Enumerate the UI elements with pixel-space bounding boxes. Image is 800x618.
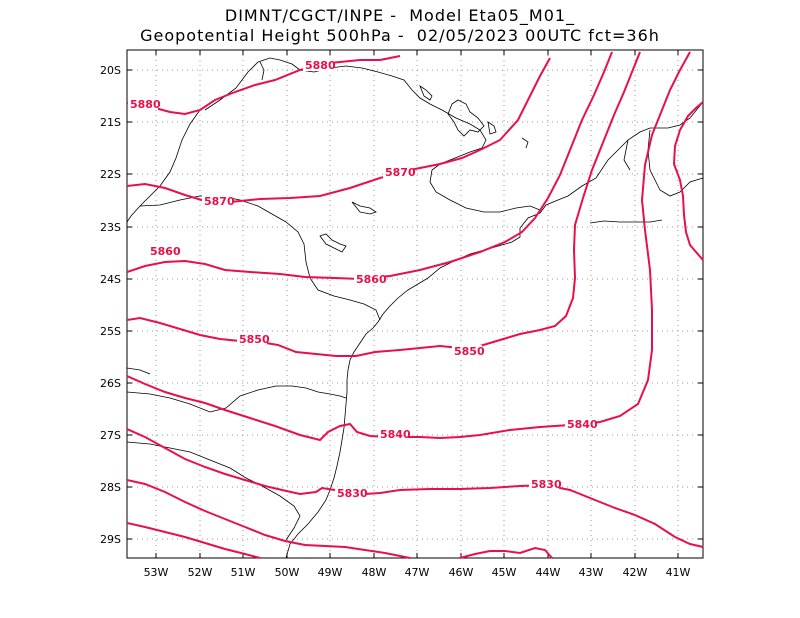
contour-5830 (126, 428, 704, 548)
contour-5810 (126, 522, 261, 559)
tick-marks (127, 50, 703, 558)
lat-label: 26S (100, 377, 121, 390)
lat-label: 25S (100, 325, 121, 338)
contour-label: 5830 (531, 478, 562, 491)
coastline-and-borders (126, 57, 704, 559)
lon-label: 46W (449, 566, 474, 579)
contour-label: 5880 (130, 98, 161, 111)
lon-label: 43W (579, 566, 604, 579)
lat-label: 29S (100, 533, 121, 546)
contour-5860 (126, 51, 613, 281)
latitude-labels: 20S 21S 22S 23S 24S 25S 26S 27S 28S 29S (100, 64, 121, 546)
contour-label: 5850 (239, 333, 270, 346)
contour-5840 (126, 51, 691, 442)
map-title-line1: DIMNT/CGCT/INPE - Model Eta05_M01_ (224, 6, 576, 25)
contour-5820-b (459, 546, 553, 559)
contour-label: 5870 (204, 195, 235, 208)
lon-label: 47W (405, 566, 430, 579)
contour-label: 5840 (380, 428, 411, 441)
lat-label: 23S (100, 221, 121, 234)
lat-label: 21S (100, 116, 121, 129)
gridlines (127, 50, 703, 558)
contour-5870 (126, 57, 551, 204)
contour-label: 5840 (567, 418, 598, 431)
lon-label: 52W (188, 566, 213, 579)
contour-5840-east (672, 101, 704, 261)
coastline (285, 101, 704, 559)
contour-label: 5860 (150, 245, 181, 258)
contour-label: 5860 (356, 273, 387, 286)
lon-label: 48W (362, 566, 387, 579)
lat-label: 20S (100, 64, 121, 77)
lon-label: 53W (144, 566, 169, 579)
lon-label: 49W (318, 566, 343, 579)
lon-label: 50W (275, 566, 300, 579)
lon-label: 41W (666, 566, 691, 579)
plot-frame (126, 49, 704, 559)
lon-label: 44W (536, 566, 561, 579)
contour-label: 5870 (385, 166, 416, 179)
lat-label: 27S (100, 429, 121, 442)
map-title-line2: Geopotential Height 500hPa - 02/05/2023 … (140, 26, 660, 45)
contour-5880 (126, 55, 401, 116)
contour-labels: 5880 5880 5870 5870 5860 5860 5850 5850 … (128, 59, 598, 500)
lat-label: 28S (100, 481, 121, 494)
lon-label: 51W (231, 566, 256, 579)
contour-5820 (126, 479, 411, 559)
contour-label: 5880 (305, 59, 336, 72)
lat-label: 24S (100, 273, 121, 286)
contour-label: 5850 (454, 345, 485, 358)
lon-label: 42W (623, 566, 648, 579)
lon-label: 45W (492, 566, 517, 579)
longitude-labels: 53W 52W 51W 50W 49W 48W 47W 46W 45W 44W … (144, 566, 691, 579)
contour-label: 5830 (337, 487, 368, 500)
lat-label: 22S (100, 168, 121, 181)
